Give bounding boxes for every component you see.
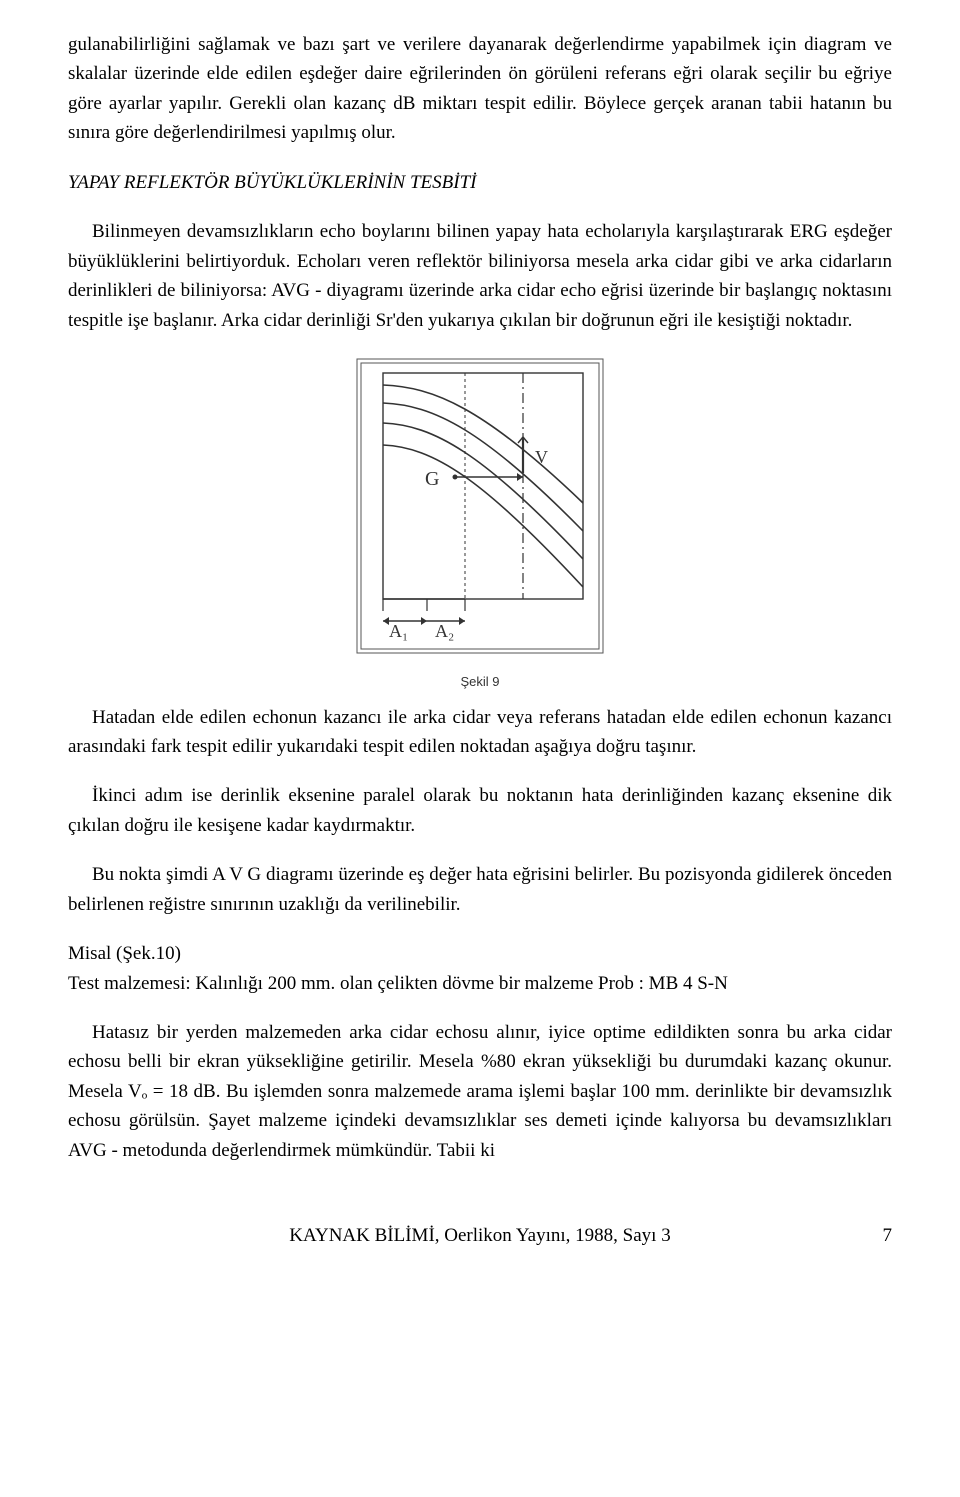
figure-9: V G A₁ A₂ Şekil 9 [68, 355, 892, 693]
page-footer: KAYNAK BİLİMİ, Oerlikon Yayını, 1988, Sa… [68, 1221, 892, 1250]
paragraph-5: Bu nokta şimdi A V G diagramı üzerinde e… [68, 860, 892, 919]
paragraph-6: Hatasız bir yerden malzemeden arka cidar… [68, 1018, 892, 1165]
paragraph-3: Hatadan elde edilen echonun kazancı ile … [68, 703, 892, 762]
example-block: Misal (Şek.10) Test malzemesi: Kalınlığı… [68, 939, 892, 998]
example-label: Misal (Şek.10) [68, 939, 892, 968]
figure-label-a1: A₁ [389, 621, 408, 641]
figure-9-caption: Şekil 9 [68, 672, 892, 692]
example-test-material: Test malzemesi: Kalınlığı 200 mm. olan ç… [68, 969, 892, 998]
figure-label-v: V [535, 447, 548, 467]
section-heading: YAPAY REFLEKTÖR BÜYÜKLÜKLERİNİN TESBİTİ [68, 168, 892, 197]
paragraph-4: İkinci adım ise derinlik eksenine parale… [68, 781, 892, 840]
paragraph-2: Bilinmeyen devamsızlıkların echo boyları… [68, 217, 892, 335]
figure-label-a2: A₂ [435, 621, 454, 641]
footer-publication: KAYNAK BİLİMİ, Oerlikon Yayını, 1988, Sa… [289, 1221, 670, 1250]
paragraph-1: gulanabilirliğini sağlamak ve bazı şart … [68, 30, 892, 148]
figure-9-diagram: V G A₁ A₂ [353, 355, 607, 657]
figure-label-g: G [425, 468, 439, 490]
footer-page-number: 7 [883, 1221, 893, 1250]
